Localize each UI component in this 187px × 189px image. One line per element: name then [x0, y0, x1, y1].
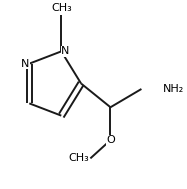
Text: NH₂: NH₂ — [163, 84, 184, 94]
Text: N: N — [21, 59, 29, 69]
Text: O: O — [106, 135, 115, 145]
Text: CH₃: CH₃ — [68, 153, 89, 163]
Text: CH₃: CH₃ — [51, 3, 72, 13]
Text: N: N — [61, 46, 70, 56]
